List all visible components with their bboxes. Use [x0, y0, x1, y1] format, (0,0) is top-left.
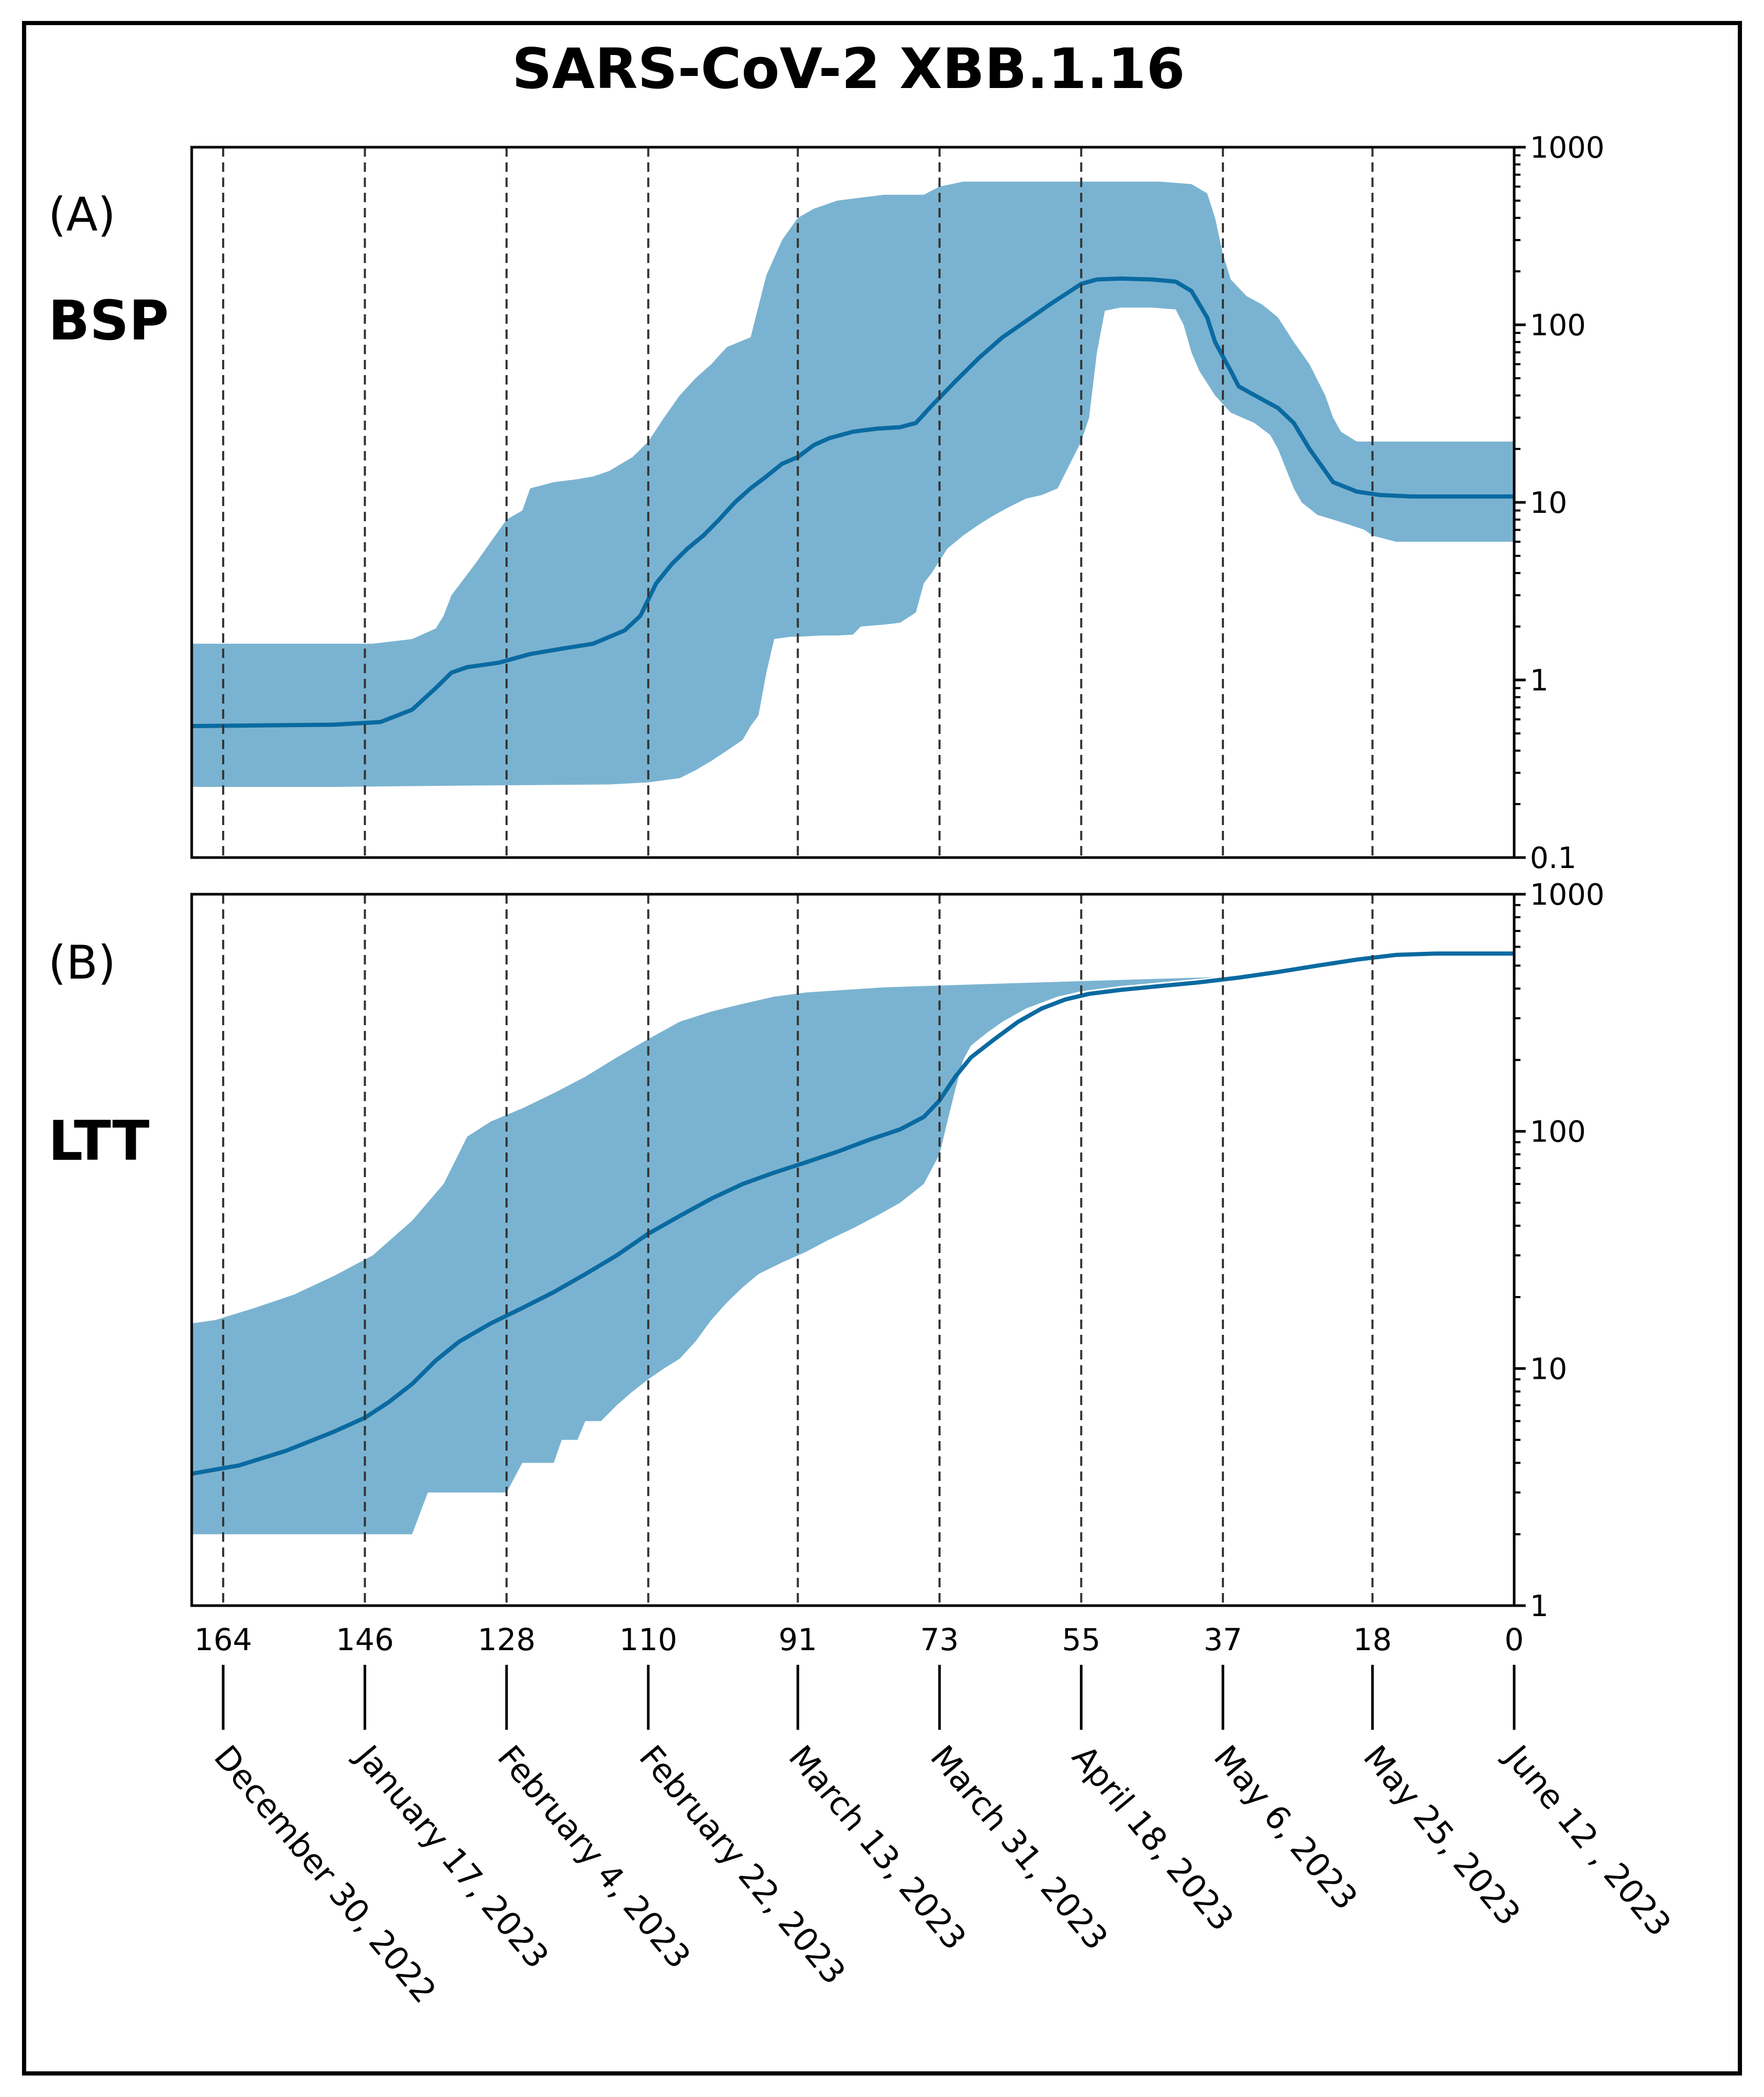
panel-a-confidence-band: [192, 181, 1514, 787]
x-tick-label: 128: [478, 1622, 536, 1657]
panel-b-ytick-label: 100: [1530, 1115, 1586, 1149]
x-tick-label: 146: [336, 1622, 394, 1657]
x-tick-label: 73: [920, 1622, 959, 1657]
x-tick-label: 110: [619, 1622, 677, 1657]
x-tick-label: 18: [1353, 1622, 1392, 1657]
panel-a-name: BSP: [48, 289, 169, 353]
panel-b-label: (B): [48, 936, 116, 990]
panel-b-median-line: [191, 951, 1514, 1476]
panel-a: 0.1 1 10 100 1000: [190, 131, 1605, 875]
panel-a-ytick-label: 1000: [1530, 131, 1605, 165]
panel-b-plot-frame: [190, 893, 1516, 1607]
panel-a-median-line: [191, 276, 1514, 728]
x-tick-label: 164: [194, 1622, 252, 1657]
x-tick-label: 55: [1062, 1622, 1100, 1657]
x-tick-label: 0: [1505, 1622, 1524, 1657]
panel-a-label: (A): [48, 188, 116, 241]
panel-a-ytick-label: 0.1: [1530, 841, 1576, 875]
panel-b-ytick-label: 10: [1530, 1352, 1567, 1386]
panel-a-ytick-label: 100: [1530, 309, 1586, 343]
chart-title: SARS-CoV-2 XBB.1.16: [512, 37, 1185, 101]
panel-b-name: LTT: [48, 1109, 149, 1173]
panel-b-ytick-label: 1000: [1530, 878, 1605, 912]
panel-a-ytick-label: 10: [1530, 486, 1567, 520]
panel-a-ytick-label: 1: [1530, 664, 1549, 698]
panel-b: 1 10 100 1000: [190, 878, 1605, 1623]
panel-b-ytick-label: 1: [1530, 1589, 1549, 1623]
x-tick-label: 91: [778, 1622, 817, 1657]
panel-b-confidence-band: [192, 976, 1215, 1534]
x-tick-label: 37: [1204, 1622, 1242, 1657]
